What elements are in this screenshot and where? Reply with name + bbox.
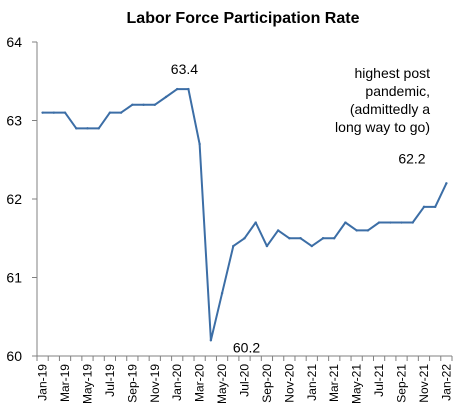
data-point	[63, 111, 67, 114]
data-point	[310, 244, 313, 248]
series-group	[41, 87, 448, 342]
data-point	[153, 103, 156, 107]
data-point	[288, 237, 291, 240]
x-tick-label: Nov-19	[148, 364, 162, 403]
annotation-note-line: (admittedly a	[350, 101, 430, 117]
axes	[32, 41, 453, 361]
data-point	[276, 229, 280, 232]
x-tick-label: Mar-21	[327, 364, 341, 402]
data-point	[142, 103, 145, 107]
x-tick-label: Mar-19	[58, 364, 72, 402]
data-point	[209, 339, 213, 342]
x-tick-labels: Jan-19 Mar-19 May-19 Jul-19 Sep-19 Nov-19 Jan-…	[36, 364, 454, 404]
data-point	[411, 221, 414, 224]
y-tick-label: 63	[6, 113, 22, 129]
data-point	[355, 229, 358, 232]
x-tick-label: Jul-21	[372, 364, 386, 397]
data-label: 60.2	[233, 339, 260, 355]
data-labels: 63.4 60.2 62.2	[171, 61, 426, 355]
data-point	[131, 103, 134, 107]
data-point	[164, 95, 168, 99]
y-tick-label: 62	[6, 191, 22, 207]
data-point	[366, 229, 370, 232]
x-tick-label: Sep-19	[125, 364, 139, 403]
annotation-note: highest post pandemic, (admittedly a long w…	[335, 65, 430, 135]
x-tick-label: Sep-20	[260, 364, 274, 403]
data-point	[265, 244, 269, 248]
x-tick-label: May-21	[350, 364, 364, 404]
x-tick-label: Jul-20	[238, 364, 252, 397]
x-tick-label: Jan-21	[305, 364, 319, 401]
data-point	[333, 237, 336, 240]
data-point	[400, 221, 403, 224]
x-tick-label: Jan-22	[439, 364, 453, 401]
x-tick-label: Jan-20	[170, 364, 184, 401]
data-point	[243, 237, 246, 240]
data-point	[321, 237, 325, 240]
data-point	[422, 205, 426, 209]
data-label: 63.4	[171, 61, 198, 77]
data-point	[108, 111, 112, 114]
data-point	[445, 182, 448, 185]
x-tick-label: Sep-21	[395, 364, 409, 403]
y-tick-label: 61	[6, 270, 22, 286]
y-tick-labels: 60 61 62 63 64	[6, 34, 22, 364]
data-point	[41, 111, 44, 114]
data-point	[86, 127, 89, 130]
data-point	[254, 221, 257, 224]
data-point	[377, 221, 381, 224]
chart-title: Labor Force Participation Rate	[127, 10, 360, 27]
data-label: 62.2	[398, 150, 425, 166]
x-tick-label: Jan-19	[36, 364, 50, 401]
data-point	[187, 87, 190, 91]
x-tick-label: Mar-20	[193, 364, 207, 402]
annotation-note-line: pandemic,	[365, 83, 430, 99]
data-point	[198, 142, 201, 146]
data-point	[176, 87, 179, 91]
x-tick-label: May-20	[215, 364, 229, 404]
data-point	[52, 111, 56, 114]
data-point	[97, 127, 100, 130]
annotation-note-line: highest post	[355, 65, 431, 81]
data-point	[232, 244, 235, 248]
annotation-note-line: long way to go)	[335, 119, 430, 135]
x-tick-label: Nov-21	[417, 364, 431, 403]
data-point	[299, 237, 302, 240]
data-point	[344, 221, 347, 224]
x-tick-label: Jul-19	[103, 364, 117, 397]
x-tick-label: May-19	[80, 364, 94, 404]
data-point	[119, 111, 123, 114]
data-point	[433, 205, 437, 209]
data-point	[75, 127, 78, 130]
x-tick-label: Nov-20	[282, 364, 296, 403]
data-point	[389, 221, 392, 224]
data-point	[220, 292, 224, 295]
y-tick-label: 64	[6, 34, 22, 50]
y-tick-label: 60	[6, 348, 22, 364]
